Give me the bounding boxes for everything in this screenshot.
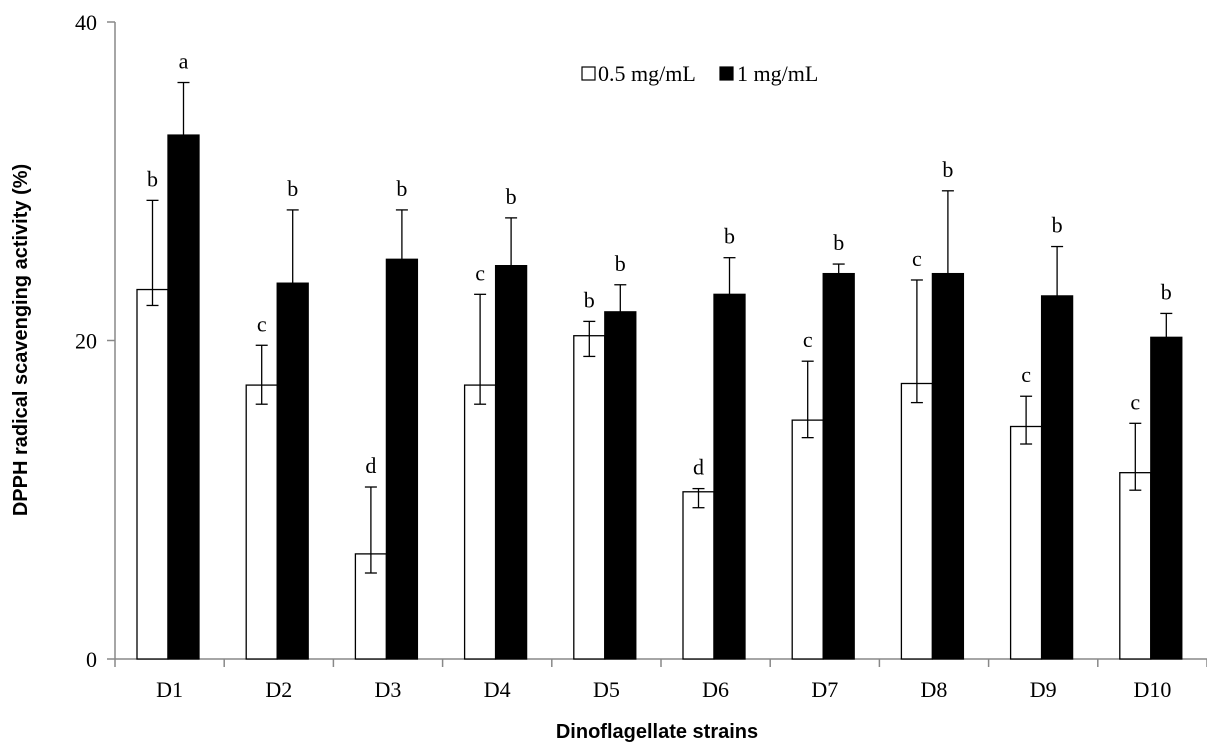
significance-letter: b <box>724 224 735 249</box>
bar-low-dose-d7 <box>791 419 824 660</box>
significance-letter: d <box>365 453 376 478</box>
bar-high-dose-d3 <box>385 258 419 660</box>
bar-high-dose-d8 <box>931 272 965 660</box>
significance-letter: b <box>615 251 626 276</box>
x-tick-label: D4 <box>484 677 511 702</box>
bar-low-dose-d10 <box>1119 472 1152 660</box>
legend-swatch-0-5-mg <box>581 66 596 81</box>
significance-letter: b <box>1161 279 1172 304</box>
y-tick-labels: 0 20 40 <box>75 10 97 672</box>
x-tick-label: D8 <box>921 677 948 702</box>
bar-high-dose-d7 <box>822 272 855 660</box>
significance-letter: b <box>287 176 298 201</box>
x-tick-label: D10 <box>1133 677 1171 702</box>
bar-low-dose-d1 <box>136 288 169 660</box>
bar-high-dose-d10 <box>1150 336 1183 660</box>
bar-low-dose-d2 <box>245 384 278 660</box>
significance-letter: c <box>257 311 267 336</box>
significance-letter: b <box>1052 213 1063 238</box>
significance-letter: b <box>584 287 595 312</box>
legend-label-1-mg: 1 mg/mL <box>737 61 818 86</box>
legend-label-0-5-mg: 0.5 mg/mL <box>598 61 696 86</box>
significance-letter: b <box>147 166 158 191</box>
significance-letter: b <box>833 230 844 255</box>
significance-letter: c <box>912 246 922 271</box>
x-tick-label: D6 <box>702 677 729 702</box>
significance-letter: b <box>942 157 953 182</box>
y-tick-label: 0 <box>86 647 97 672</box>
bar-low-dose-d8 <box>900 382 934 660</box>
bar-low-dose-d6 <box>682 491 715 660</box>
significance-letter: c <box>803 327 813 352</box>
significance-letter: a <box>179 49 189 74</box>
legend: 0.5 mg/mL 1 mg/mL <box>581 61 818 86</box>
bars <box>136 134 1183 660</box>
y-tick-label: 40 <box>75 10 97 35</box>
y-axis-title: DPPH radical scavenging activity (%) <box>10 164 32 516</box>
significance-letter: c <box>1021 362 1031 387</box>
bar-high-dose-d5 <box>604 311 637 660</box>
bar-low-dose-d4 <box>463 384 497 660</box>
bar-low-dose-d5 <box>573 335 606 660</box>
x-tick-label: D3 <box>375 677 402 702</box>
x-tick-label: D5 <box>593 677 620 702</box>
x-tick-label: D1 <box>156 677 183 702</box>
significance-letter: b <box>506 184 517 209</box>
x-tick-label: D7 <box>811 677 838 702</box>
x-axis-title: Dinoflagellate strains <box>556 721 758 743</box>
significance-letter: c <box>475 260 485 285</box>
significance-letter: b <box>396 176 407 201</box>
bar-high-dose-d9 <box>1040 295 1074 660</box>
bar-high-dose-d4 <box>494 265 528 660</box>
x-tick-label: D9 <box>1030 677 1057 702</box>
bar-high-dose-d2 <box>276 282 309 660</box>
x-tick-label: D2 <box>265 677 292 702</box>
x-tick-labels: D1 D2 D3 D4 D5 D6 D7 D8 D9 D10 <box>156 677 1171 702</box>
bar-high-dose-d6 <box>713 293 746 660</box>
error-bars <box>146 81 1173 574</box>
bar-low-dose-d9 <box>1009 425 1043 660</box>
significance-letter: d <box>693 455 704 480</box>
y-tick-label: 20 <box>75 329 97 354</box>
legend-swatch-1-mg <box>719 66 734 81</box>
bar-high-dose-d1 <box>167 134 200 660</box>
significance-letter: c <box>1130 389 1140 414</box>
